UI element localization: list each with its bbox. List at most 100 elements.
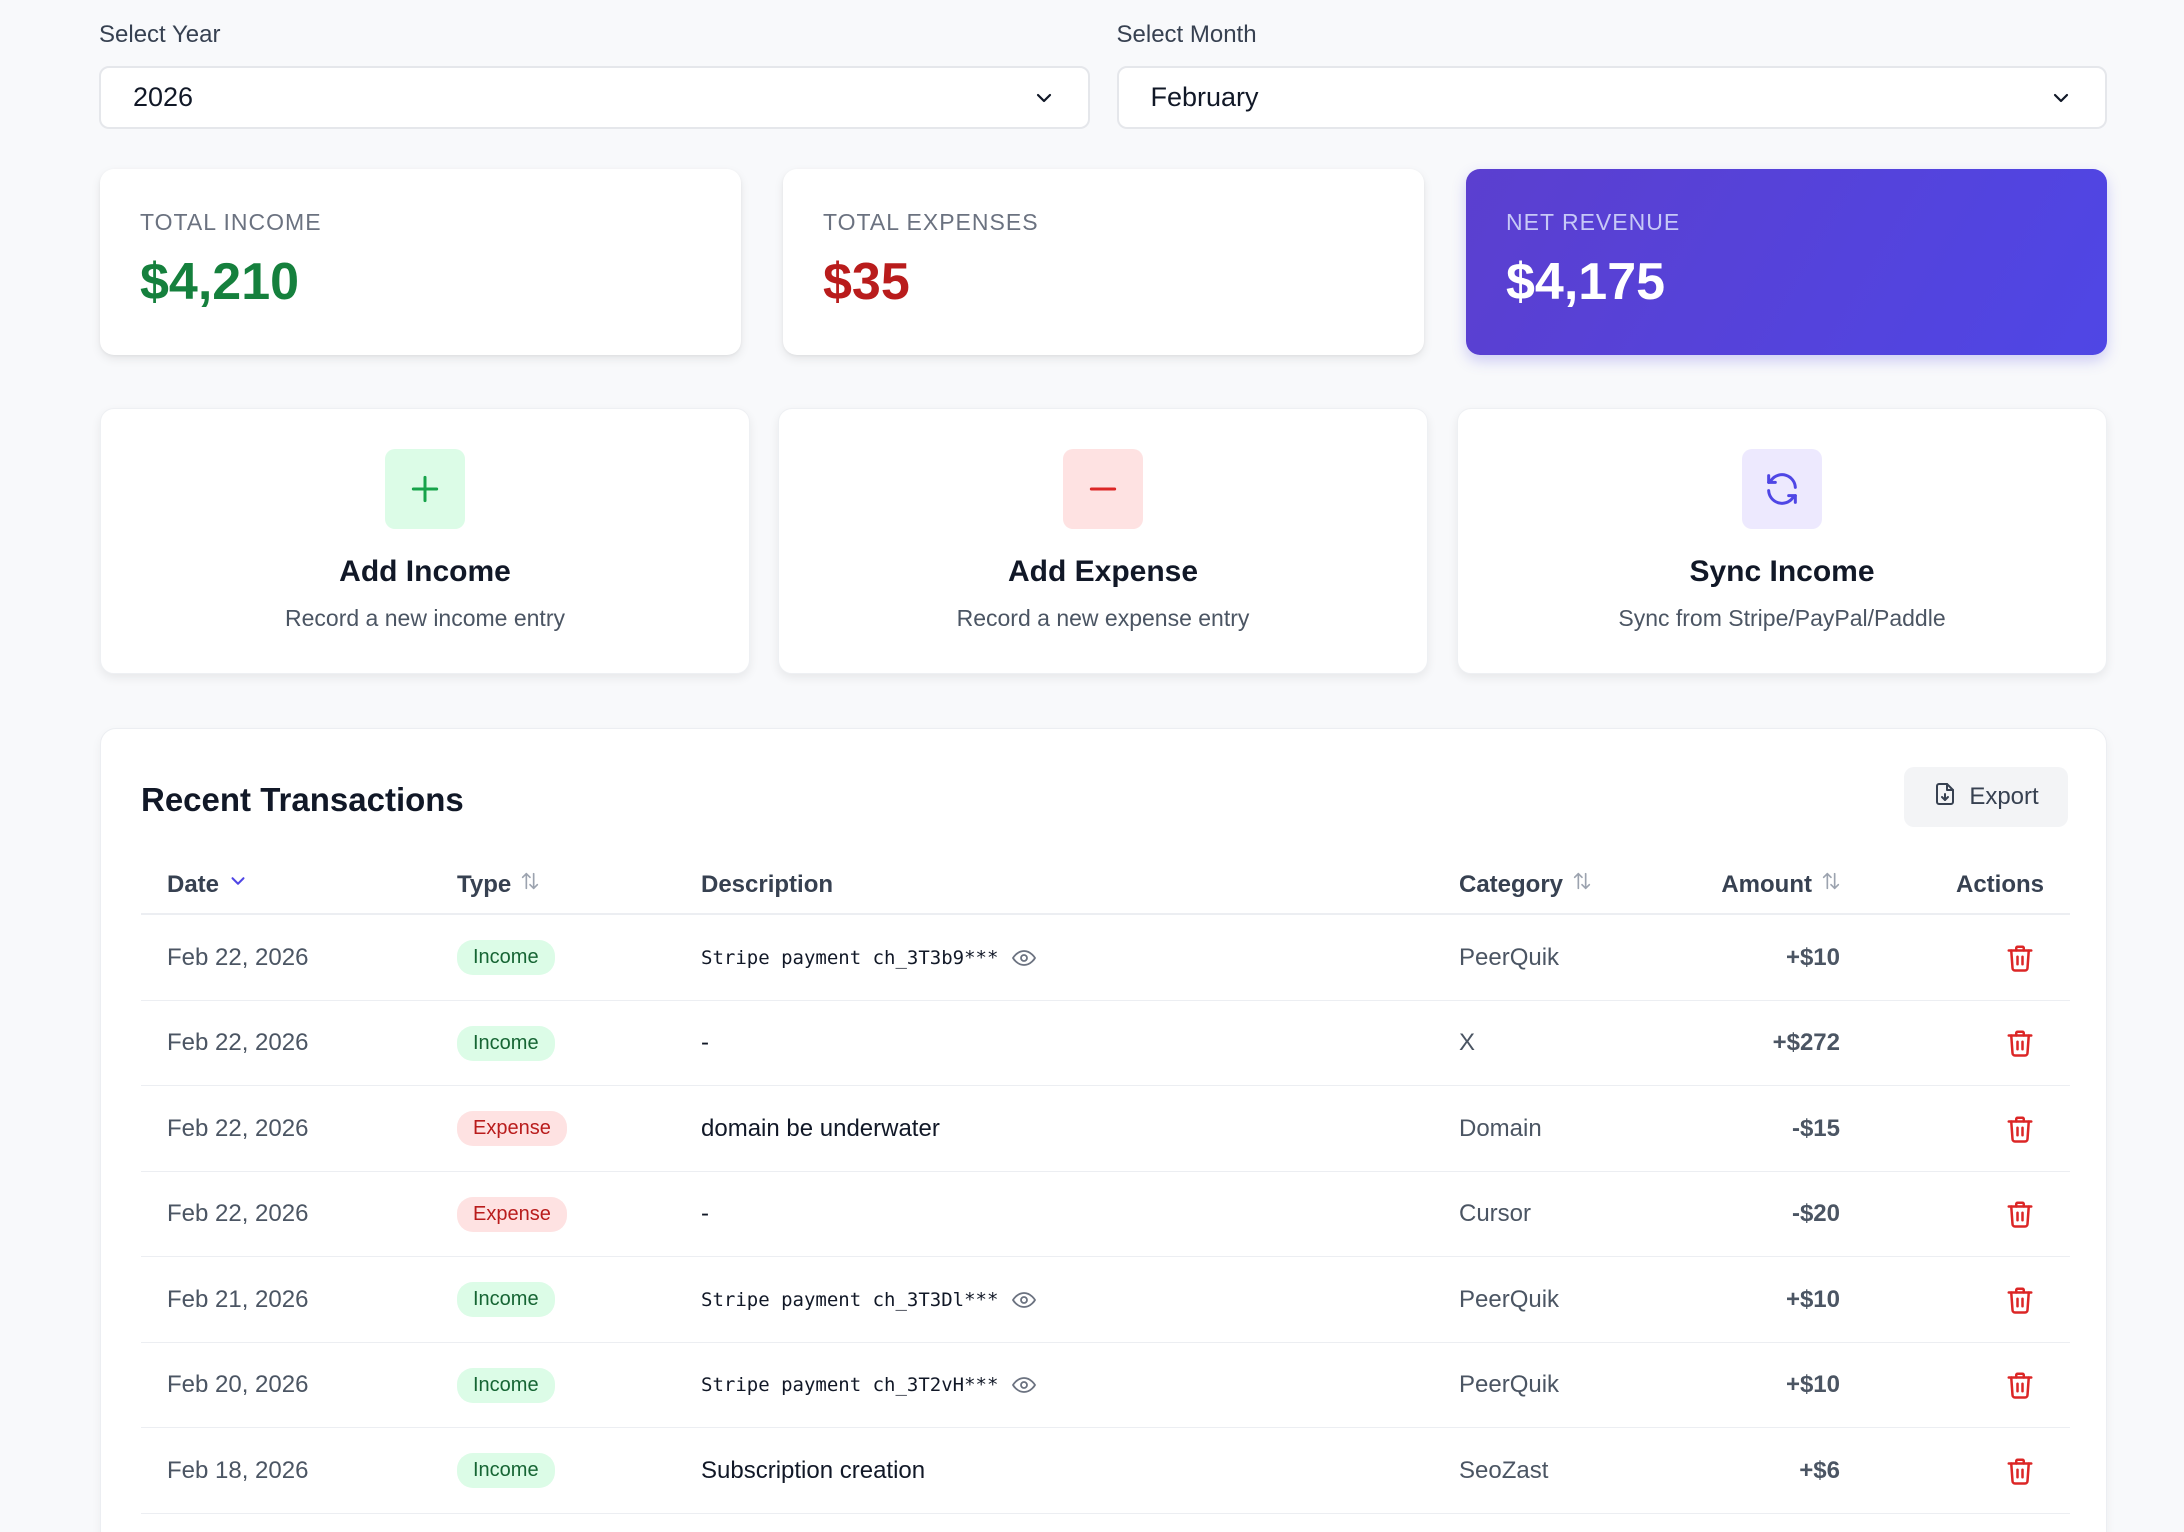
net-revenue-label: NET REVENUE xyxy=(1506,209,1681,235)
row-description: Subscription creation xyxy=(701,1456,926,1484)
sync-income-card[interactable]: Sync Income Sync from Stripe/PayPal/Padd… xyxy=(1457,408,2107,674)
chevron-down-icon xyxy=(2049,86,2073,110)
category-header-label: Category xyxy=(1459,871,1564,898)
sort-desc-icon xyxy=(227,857,249,913)
type-badge: Income xyxy=(457,940,555,976)
row-category: SeoZast xyxy=(1459,1456,1549,1484)
transactions-table-body: Feb 22, 2026 Income Stripe payment ch_3T… xyxy=(141,915,2070,1514)
row-date: Feb 22, 2026 xyxy=(167,1200,309,1228)
actions-column-header: Actions xyxy=(1956,857,2044,913)
sync-icon xyxy=(1742,449,1822,529)
year-label: Select Year xyxy=(99,21,221,48)
row-date: Feb 22, 2026 xyxy=(167,1114,309,1142)
row-description: Stripe payment ch_3T3Dl*** xyxy=(701,1257,1037,1343)
add-expense-card[interactable]: Add Expense Record a new expense entry xyxy=(778,408,1428,674)
row-type: Income xyxy=(457,915,555,1001)
row-type: Income xyxy=(457,1257,555,1343)
eye-icon[interactable] xyxy=(1012,1288,1037,1312)
trash-icon[interactable] xyxy=(2000,915,2040,1001)
recent-transactions-panel: Recent Transactions Export Date Type Des… xyxy=(100,728,2107,1532)
row-category: Cursor xyxy=(1459,1200,1532,1228)
year-value: 2026 xyxy=(133,82,194,112)
panel-title: Recent Transactions xyxy=(141,781,464,818)
type-badge: Expense xyxy=(457,1196,567,1232)
row-date: Feb 22, 2026 xyxy=(167,1029,309,1057)
table-row: Feb 21, 2026 Income Stripe payment ch_3T… xyxy=(141,1257,2070,1343)
row-date: Feb 21, 2026 xyxy=(167,1285,309,1313)
trash-icon[interactable] xyxy=(2000,1428,2040,1514)
table-header: Date Type Description Category Amount Ac… xyxy=(141,857,2070,915)
year-select[interactable]: 2026 xyxy=(99,66,1090,129)
row-type: Expense xyxy=(457,1086,567,1172)
table-row: Feb 20, 2026 Income Stripe payment ch_3T… xyxy=(141,1343,2070,1429)
row-description: Stripe payment ch_3T3b9*** xyxy=(701,915,1037,1001)
row-amount: +$10 xyxy=(1785,943,1840,971)
actions-header-label: Actions xyxy=(1955,871,2044,898)
description-text: Stripe payment ch_3T3Dl*** xyxy=(701,1288,999,1311)
row-amount: -$15 xyxy=(1791,1114,1840,1142)
total-income-value: $4,210 xyxy=(140,253,300,311)
row-type: Income xyxy=(457,1343,555,1429)
add-income-title: Add Income xyxy=(339,555,511,588)
total-expenses-card: TOTAL EXPENSES $35 xyxy=(783,169,1424,355)
row-description: - xyxy=(701,1029,709,1057)
eye-icon[interactable] xyxy=(1012,1373,1037,1397)
eye-icon[interactable] xyxy=(1012,946,1037,970)
row-date: Feb 22, 2026 xyxy=(167,943,309,971)
filters: Select Year 2026 Select Month February xyxy=(99,20,2107,129)
sort-icon xyxy=(519,857,541,913)
row-date: Feb 20, 2026 xyxy=(167,1371,309,1399)
type-column-header[interactable]: Type xyxy=(457,857,541,913)
row-type: Income xyxy=(457,1001,555,1087)
row-amount: +$10 xyxy=(1785,1371,1840,1399)
year-filter: Select Year 2026 xyxy=(99,20,1090,129)
summary-stats: TOTAL INCOME $4,210 TOTAL EXPENSES $35 N… xyxy=(100,169,2107,355)
sort-icon xyxy=(1820,857,1842,913)
net-revenue-card: NET REVENUE $4,175 xyxy=(1466,169,2107,355)
category-column-header[interactable]: Category xyxy=(1459,857,1593,913)
date-column-header[interactable]: Date xyxy=(167,857,249,913)
description-text: Stripe payment ch_3T2vH*** xyxy=(701,1374,999,1397)
plus-icon xyxy=(385,449,465,529)
type-badge: Income xyxy=(457,1367,555,1403)
add-expense-title: Add Expense xyxy=(1007,555,1199,588)
month-filter: Select Month February xyxy=(1116,20,2107,129)
file-export-icon xyxy=(1933,782,1957,813)
row-amount: +$10 xyxy=(1785,1285,1840,1313)
export-button[interactable]: Export xyxy=(1904,767,2068,827)
type-header-label: Type xyxy=(457,871,512,898)
row-amount: -$20 xyxy=(1791,1200,1840,1228)
row-description: Stripe payment ch_3T2vH*** xyxy=(701,1343,1037,1429)
type-badge: Expense xyxy=(457,1111,567,1147)
row-category: PeerQuik xyxy=(1459,1371,1560,1399)
row-date: Feb 18, 2026 xyxy=(167,1456,309,1484)
minus-icon xyxy=(1063,449,1143,529)
date-header-label: Date xyxy=(167,871,220,898)
sync-income-subtitle: Sync from Stripe/PayPal/Paddle xyxy=(1618,605,1946,631)
type-badge: Income xyxy=(457,1025,555,1061)
table-row: Feb 22, 2026 Expense - Cursor -$20 xyxy=(141,1172,2070,1258)
chevron-down-icon xyxy=(1032,86,1056,110)
add-income-subtitle: Record a new income entry xyxy=(285,605,565,631)
sync-income-title: Sync Income xyxy=(1689,555,1875,588)
trash-icon[interactable] xyxy=(2000,1257,2040,1343)
total-income-card: TOTAL INCOME $4,210 xyxy=(100,169,741,355)
month-value: February xyxy=(1150,82,1259,112)
trash-icon[interactable] xyxy=(2000,1343,2040,1429)
type-badge: Income xyxy=(457,1282,555,1318)
amount-column-header[interactable]: Amount xyxy=(1721,857,1842,913)
row-description: - xyxy=(701,1200,709,1228)
description-text: Stripe payment ch_3T3b9*** xyxy=(701,946,999,969)
trash-icon[interactable] xyxy=(2000,1172,2040,1258)
trash-icon[interactable] xyxy=(2000,1001,2040,1087)
trash-icon[interactable] xyxy=(2000,1086,2040,1172)
add-income-card[interactable]: Add Income Record a new income entry xyxy=(100,408,750,674)
month-select[interactable]: February xyxy=(1116,66,2107,129)
net-revenue-value: $4,175 xyxy=(1506,253,1666,311)
row-category: PeerQuik xyxy=(1459,943,1560,971)
total-expenses-label: TOTAL EXPENSES xyxy=(823,209,1039,235)
export-label: Export xyxy=(1969,783,2039,810)
table-row: Feb 22, 2026 Income - X +$272 xyxy=(141,1001,2070,1087)
row-amount: +$6 xyxy=(1799,1456,1840,1484)
